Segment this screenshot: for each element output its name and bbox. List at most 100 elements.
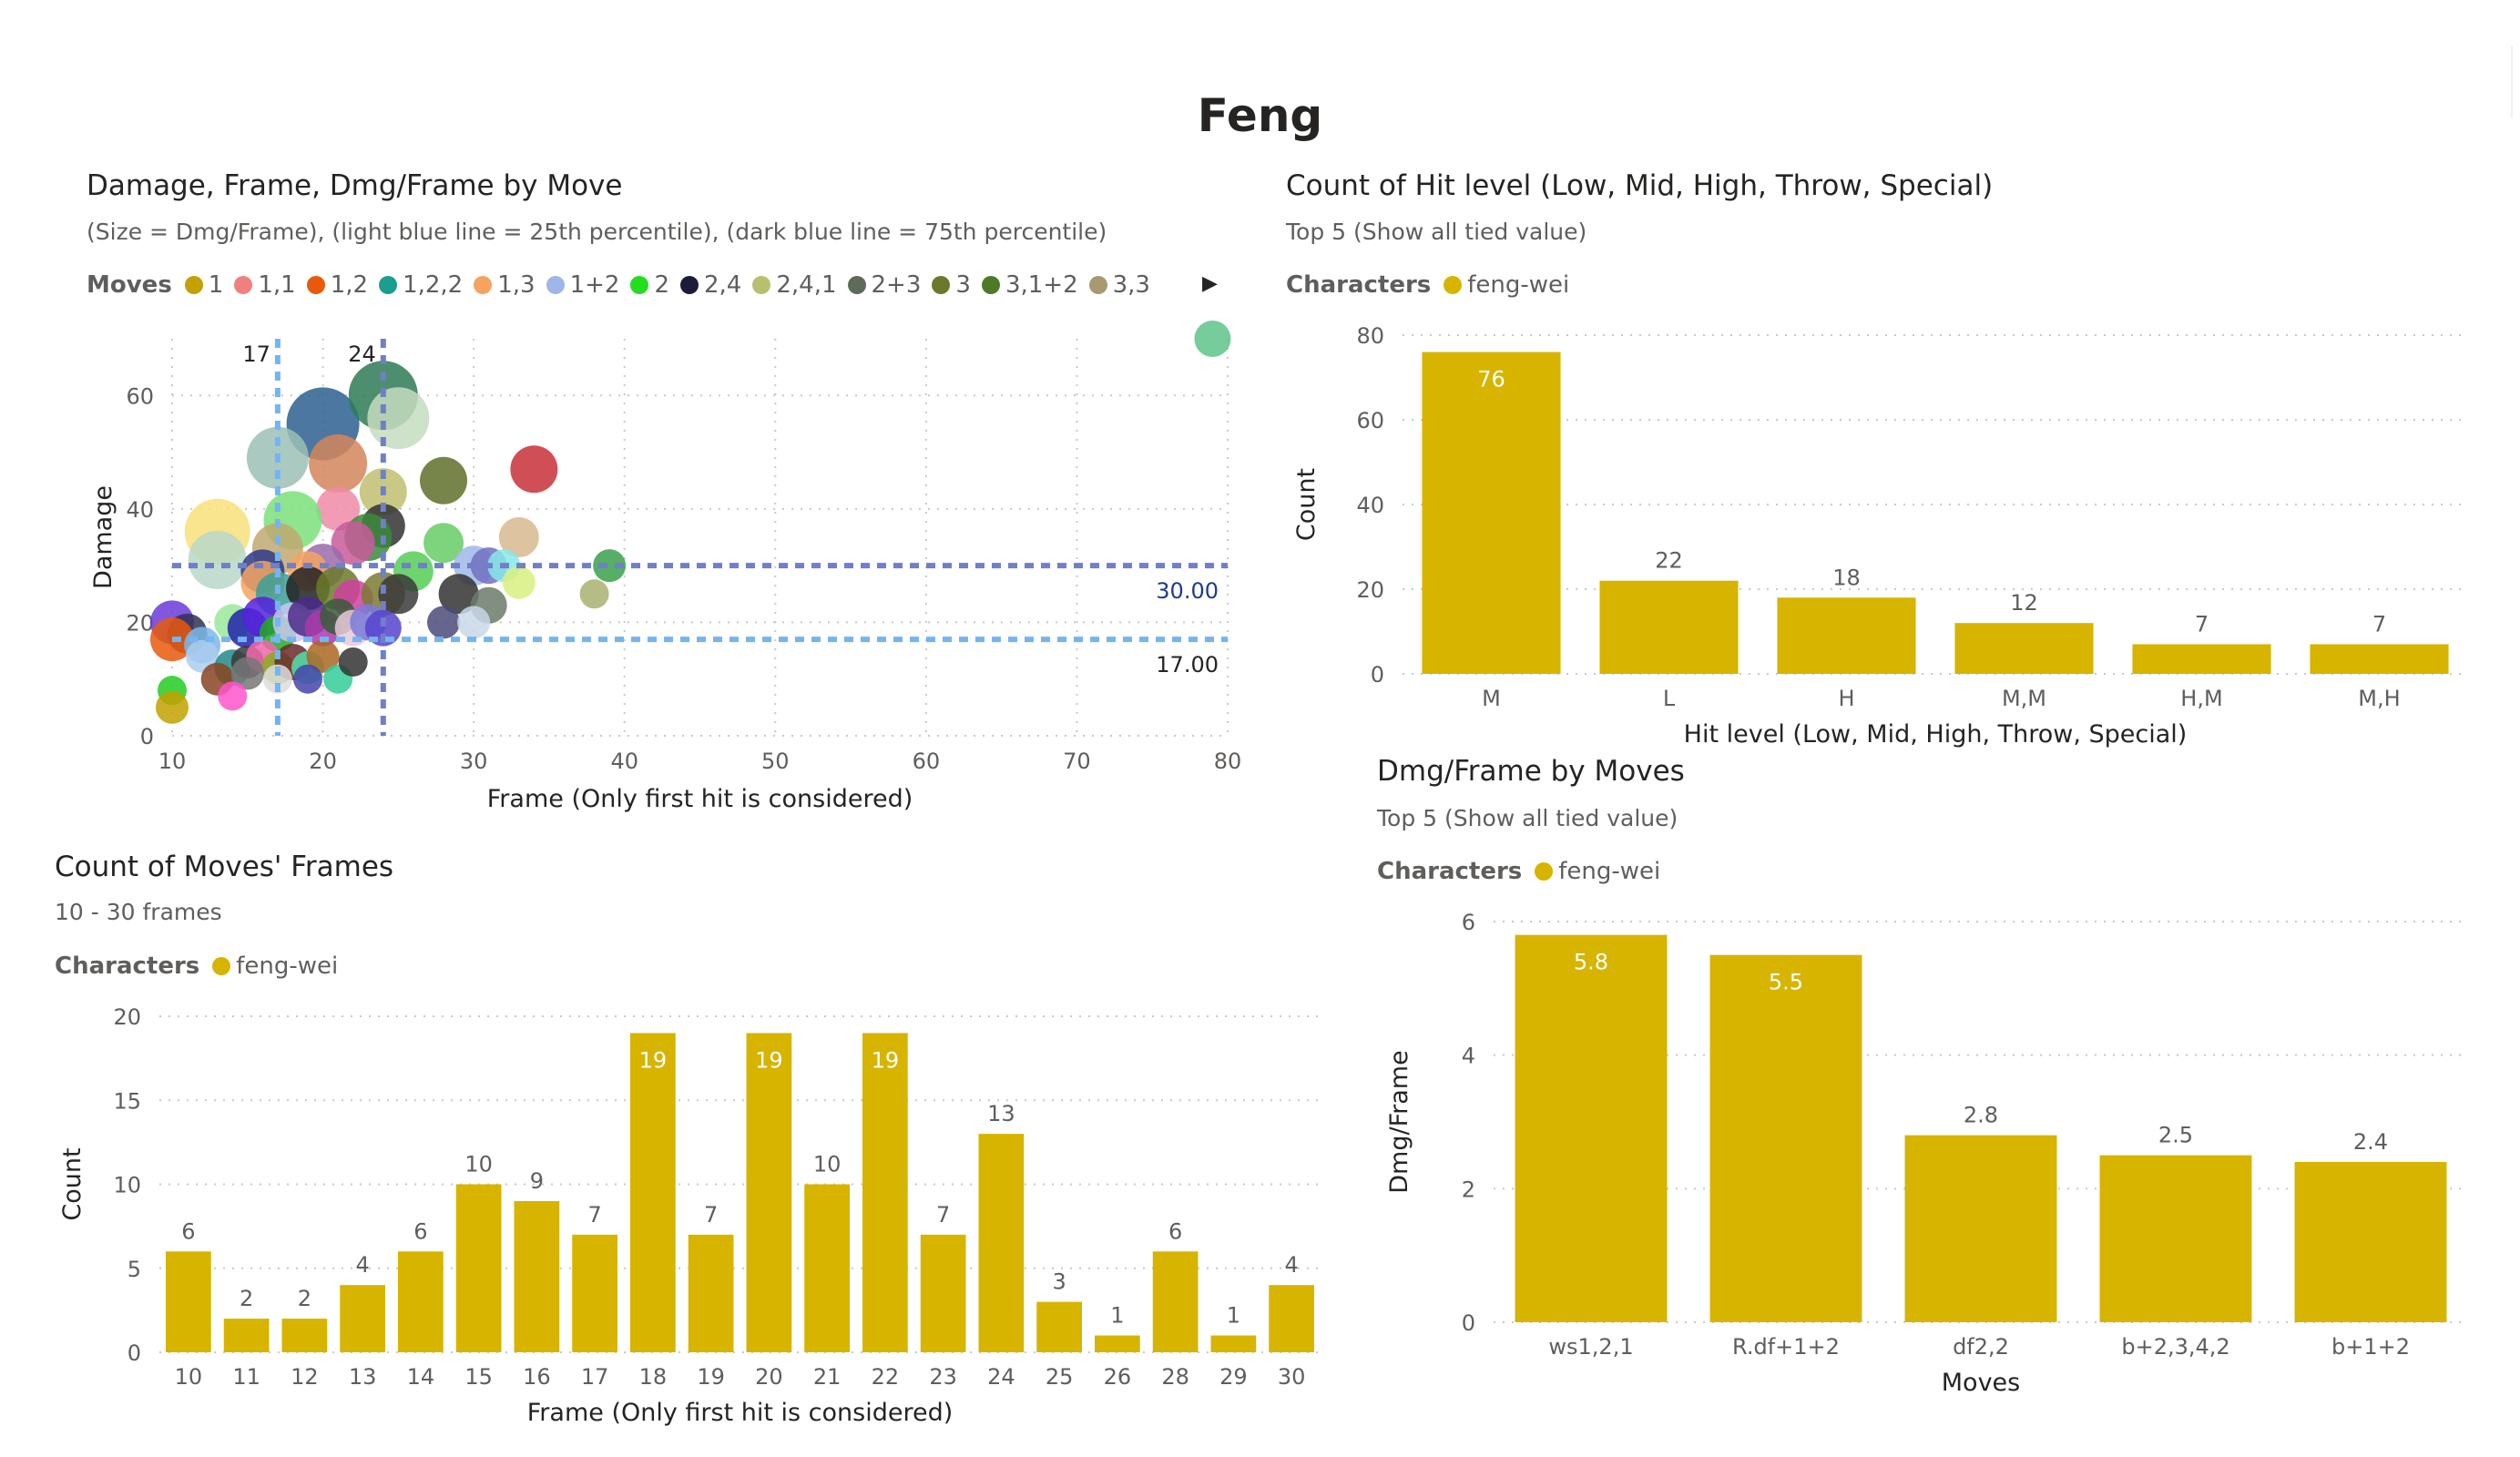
- legend-item[interactable]: 3: [932, 271, 971, 299]
- bar: [514, 1200, 560, 1352]
- bar: [1904, 1135, 2057, 1322]
- x-tick-label: H: [1838, 686, 1854, 711]
- data-label: 19: [639, 1047, 668, 1073]
- scatter-point: [1194, 321, 1231, 357]
- bar: [455, 1184, 502, 1352]
- scrollbar-edge[interactable]: [2511, 46, 2513, 118]
- legend-item[interactable]: 1,2: [306, 271, 368, 299]
- legend-label: feng-wei: [236, 953, 339, 980]
- bar: [2310, 644, 2449, 674]
- x-tick-label: M,M: [2002, 686, 2046, 711]
- legend-item[interactable]: feng-wei: [1535, 858, 1660, 885]
- legend-label: 3,3: [1112, 271, 1150, 299]
- x-tick-label: R.df+1+2: [1732, 1334, 1840, 1360]
- x-tick-label: 29: [1219, 1364, 1248, 1390]
- scatter-point: [293, 664, 323, 694]
- x-tick-label: 20: [755, 1364, 783, 1390]
- data-label: 19: [872, 1047, 900, 1073]
- legend-dot-icon: [234, 276, 253, 294]
- legend-label: 2: [654, 271, 669, 299]
- legend-label: feng-wei: [1558, 858, 1661, 885]
- legend-label: 3: [955, 271, 971, 299]
- reference-line-label: 17.00: [1156, 652, 1219, 678]
- legend-label: 2+3: [871, 271, 922, 299]
- legend-dot-icon: [752, 276, 771, 294]
- legend-item[interactable]: 2,4: [680, 271, 741, 299]
- scatter-point: [262, 664, 292, 694]
- y-tick-label: 6: [1462, 910, 1475, 935]
- data-label: 2.5: [2158, 1123, 2193, 1148]
- dmg-frame-legend: Characters feng-wei: [1377, 858, 1671, 885]
- frames-chart: 0510152061021121241361410159167171918719…: [58, 1004, 1321, 1427]
- data-label: 9: [530, 1168, 544, 1194]
- scatter-subtitle: (Size = Dmg/Frame), (light blue line = 2…: [87, 219, 1107, 245]
- legend-dot-icon: [680, 276, 699, 294]
- x-tick-label: 21: [813, 1364, 842, 1390]
- x-tick-label: M: [1482, 686, 1501, 711]
- bar: [2294, 1162, 2447, 1322]
- legend-item[interactable]: 2,4,1: [752, 271, 837, 299]
- x-tick-label: 16: [523, 1364, 551, 1390]
- scatter-point: [156, 690, 189, 724]
- data-label: 2: [298, 1286, 311, 1311]
- data-label: 6: [413, 1218, 427, 1244]
- scatter-point: [338, 647, 368, 678]
- legend-item[interactable]: 1: [184, 271, 223, 299]
- legend-item[interactable]: 1+2: [546, 271, 620, 299]
- y-tick-label: 20: [1356, 577, 1384, 603]
- scatter-point: [367, 387, 430, 450]
- bar: [166, 1251, 211, 1352]
- data-label: 7: [2195, 611, 2209, 637]
- scatter-point: [286, 566, 331, 611]
- frames-subtitle: 10 - 30 frames: [55, 899, 222, 925]
- bar: [340, 1285, 385, 1352]
- data-label: 10: [464, 1152, 493, 1177]
- y-tick-label: 40: [126, 497, 154, 523]
- scatter-point: [420, 456, 468, 504]
- legend-item[interactable]: 1,3: [474, 271, 536, 299]
- bar: [1422, 352, 1561, 674]
- y-tick-label: 20: [126, 610, 154, 636]
- scatter-point: [438, 574, 479, 615]
- x-tick-label: 26: [1104, 1364, 1132, 1390]
- y-tick-label: 0: [1462, 1310, 1475, 1336]
- legend-item[interactable]: feng-wei: [212, 953, 338, 980]
- bar: [978, 1134, 1025, 1352]
- x-tick-label: 15: [464, 1364, 493, 1390]
- scatter-point: [510, 445, 558, 494]
- scatter-point: [309, 434, 368, 494]
- x-tick-label: 18: [639, 1364, 668, 1390]
- bar: [804, 1184, 850, 1352]
- scatter-point: [427, 606, 461, 639]
- legend-item[interactable]: 1,2,2: [379, 271, 463, 299]
- x-tick-label: 70: [1063, 749, 1091, 774]
- bar: [281, 1319, 328, 1352]
- y-tick-label: 4: [1462, 1044, 1475, 1069]
- scatter-point: [502, 565, 536, 599]
- legend-item[interactable]: 2+3: [847, 271, 922, 299]
- y-tick-label: 5: [128, 1257, 141, 1282]
- bar: [1269, 1285, 1314, 1352]
- legend-item[interactable]: 1,1: [234, 271, 296, 299]
- legend-label: 2,4: [704, 271, 742, 299]
- legend-item[interactable]: 3,1+2: [981, 271, 1078, 299]
- legend-item[interactable]: 2: [630, 271, 669, 299]
- legend-next-arrow-icon[interactable]: ▶: [1202, 272, 1218, 295]
- x-tick-label: 30: [460, 749, 488, 774]
- y-tick-label: 0: [128, 1340, 141, 1366]
- legend-label: 2,4,1: [776, 271, 837, 299]
- legend-item[interactable]: feng-wei: [1444, 271, 1569, 299]
- legend-label: 1+2: [569, 271, 620, 299]
- y-tick-label: 15: [113, 1088, 141, 1114]
- x-tick-label: ws1,2,1: [1548, 1334, 1633, 1360]
- legend-dot-icon: [546, 276, 565, 294]
- x-tick-label: 30: [1278, 1364, 1306, 1390]
- x-axis-label: Moves: [1942, 1369, 2020, 1397]
- scatter-point: [188, 530, 247, 589]
- legend-label: 1,3: [497, 271, 536, 299]
- x-tick-label: b+1+2: [2331, 1334, 2410, 1360]
- data-label: 13: [987, 1101, 1015, 1126]
- scatter-title: Damage, Frame, Dmg/Frame by Move: [87, 169, 623, 202]
- legend-item[interactable]: 3,3: [1088, 271, 1150, 299]
- scatter-point: [498, 517, 539, 557]
